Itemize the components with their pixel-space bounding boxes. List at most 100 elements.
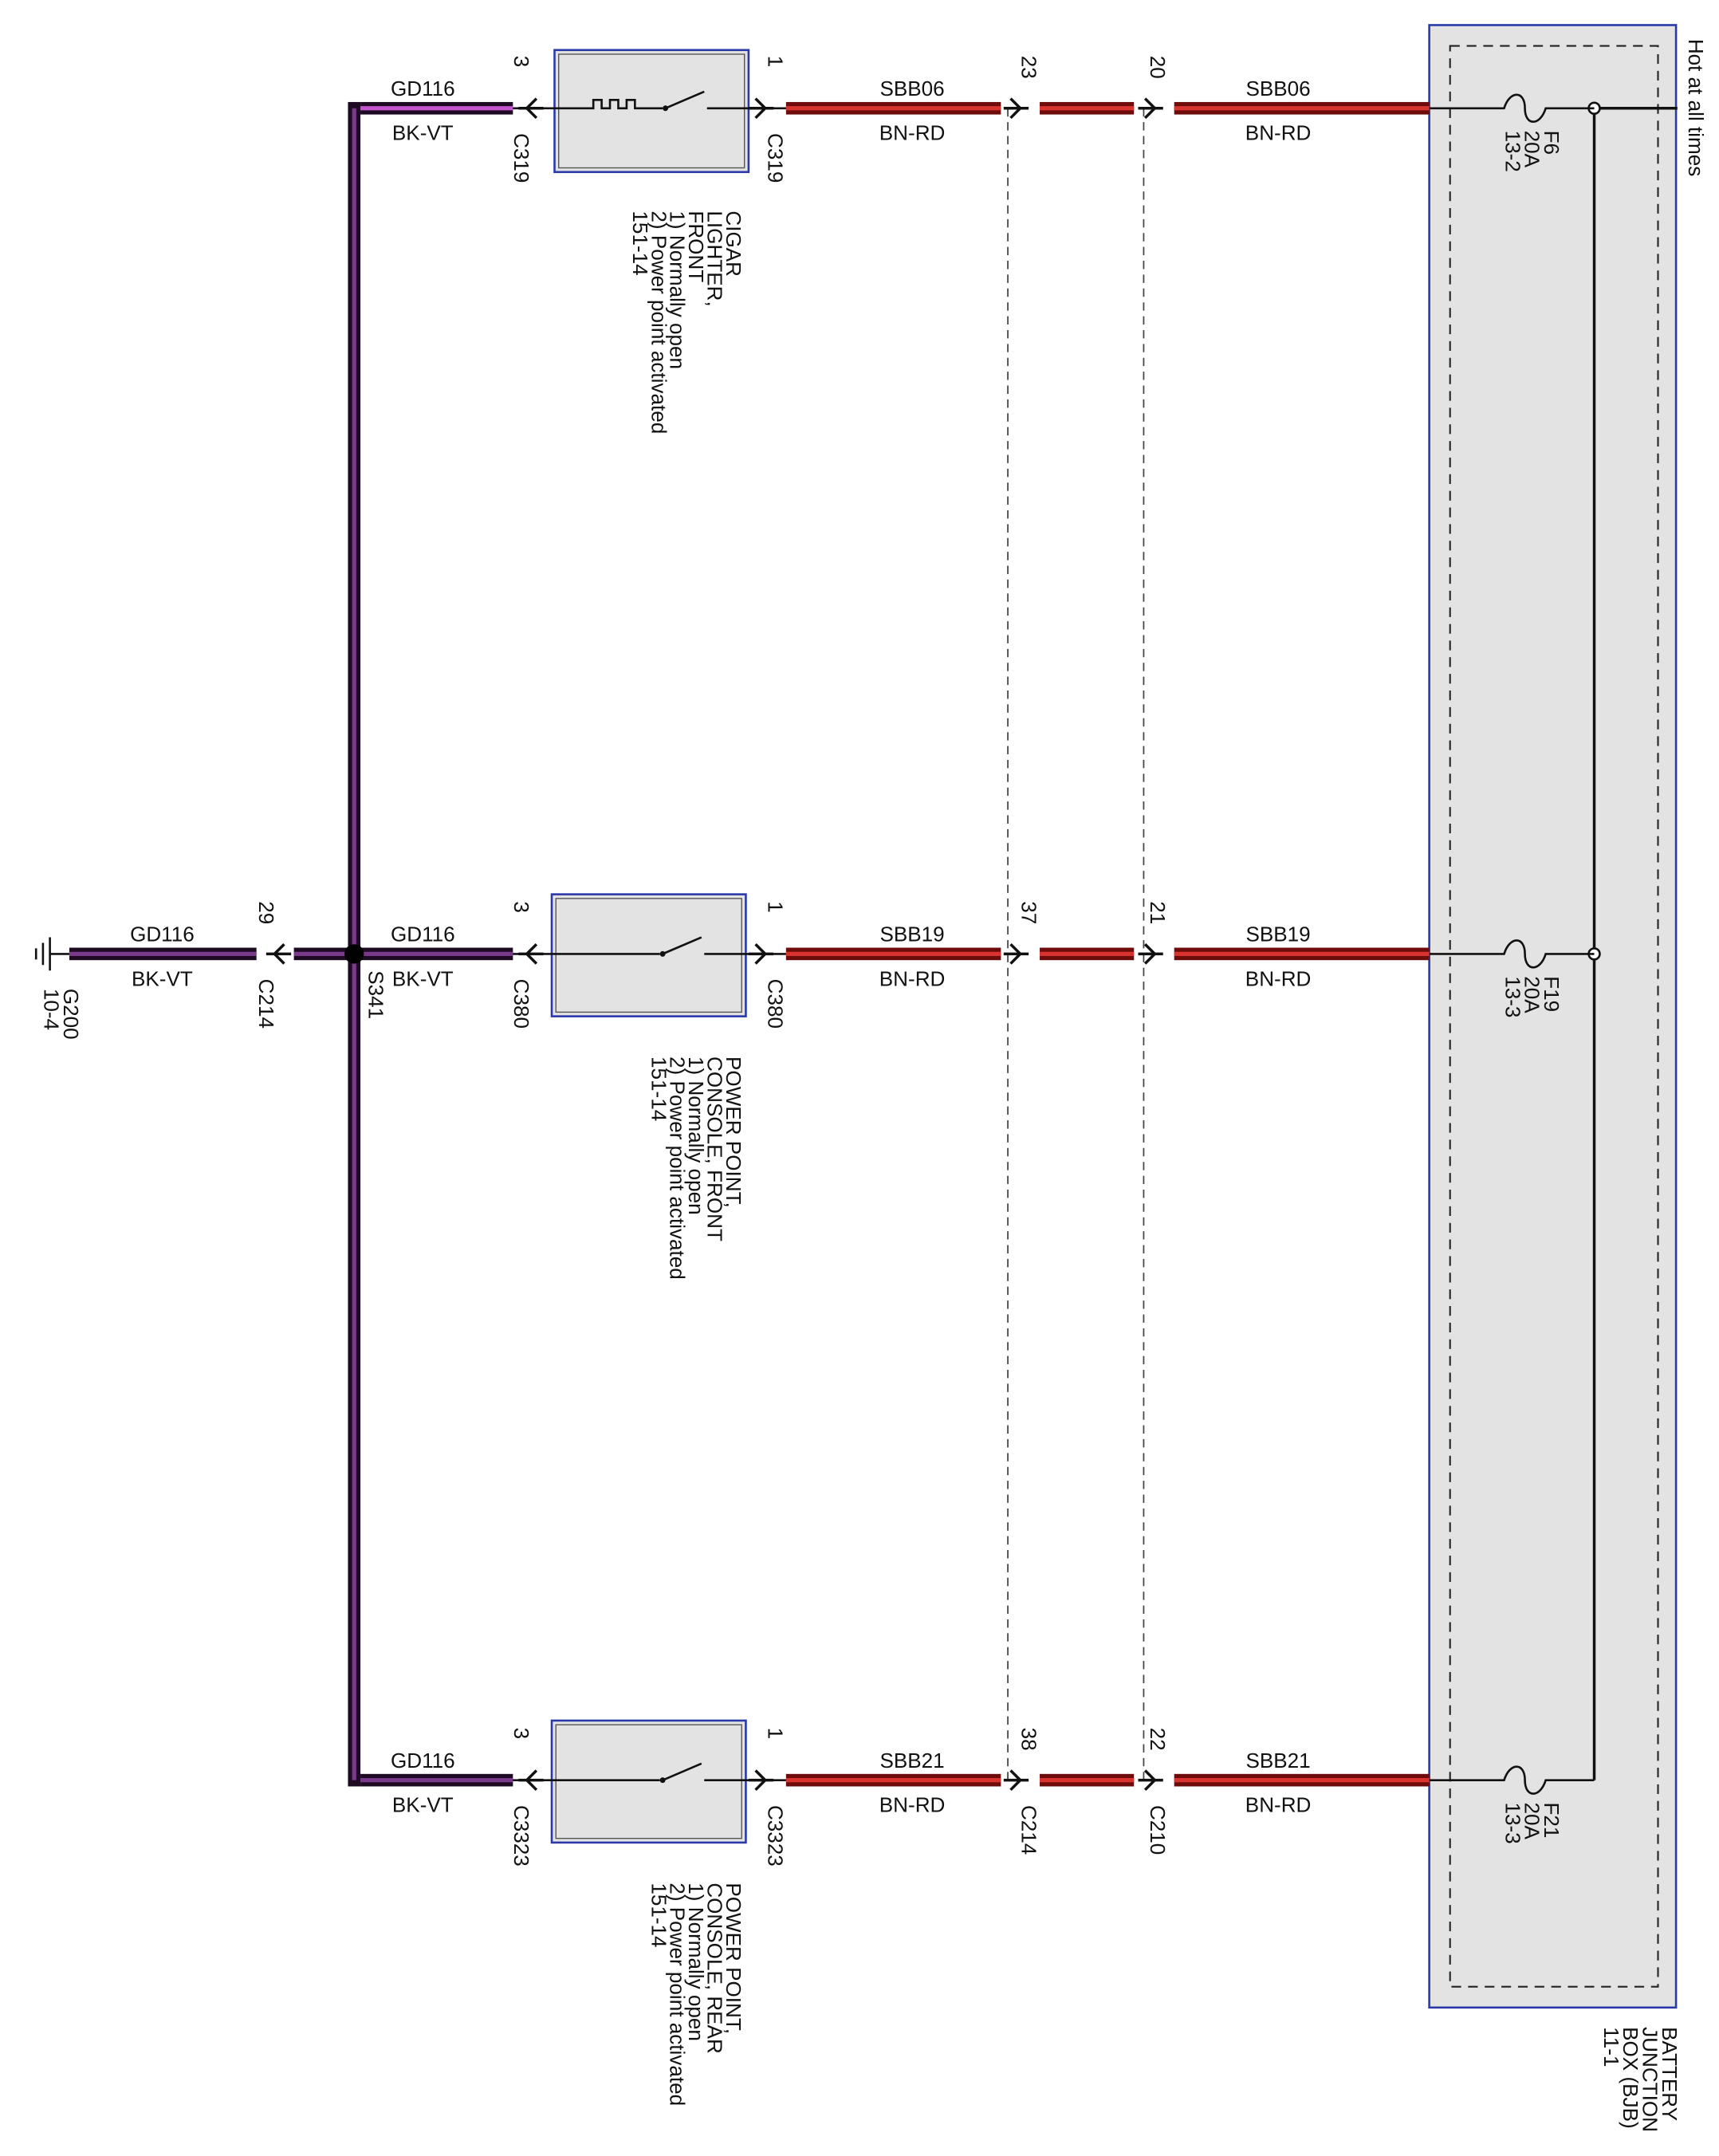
component-label: 1) Normally open <box>666 210 690 369</box>
component-label: FRONT <box>684 210 708 282</box>
component-label: 1) Normally open <box>684 1056 708 1215</box>
switch-symbol <box>552 1762 746 1781</box>
pin-number: 21 <box>1146 901 1170 924</box>
connector-label: C380 <box>763 979 787 1029</box>
wire-color: BN-RD <box>879 966 946 990</box>
wire-color: BN-RD <box>1245 966 1312 990</box>
component-inner <box>555 1724 742 1839</box>
wire-circuit: GD116 <box>391 1749 455 1772</box>
connector-label: C210 <box>1146 1805 1170 1855</box>
fuse <box>1429 93 1595 123</box>
fuse-label: F19 <box>1540 976 1564 1012</box>
pin-number: 1 <box>763 1728 787 1740</box>
wire-circuit: SBB19 <box>1245 923 1310 946</box>
component-label: 151-14 <box>628 210 652 275</box>
diagram-layer: GD116 BK-VT SBB06 BN-RD SBB06 BN-RD 3 C319 1 C319… <box>34 39 1708 2132</box>
wire-circuit: SBB06 <box>1245 77 1310 100</box>
fuse-label: F21 <box>1540 1802 1564 1838</box>
pin-number: 3 <box>509 56 533 68</box>
pin-number: 20 <box>1146 56 1170 79</box>
bjb-box <box>1428 24 1678 2009</box>
component-label: 1) Normally open <box>684 1883 708 2041</box>
connector-label: C214 <box>254 979 278 1029</box>
component-label: LIGHTER, <box>703 210 727 306</box>
switch-pivot <box>659 1777 666 1784</box>
wire-circuit: SBB19 <box>879 923 944 946</box>
connector <box>1138 97 1163 120</box>
wire-circuit: GD116 <box>391 923 455 946</box>
ground-symbol <box>34 937 69 971</box>
switch-pivot <box>663 105 669 112</box>
connector-label: C319 <box>763 133 787 183</box>
connector <box>1003 1769 1029 1792</box>
component-label: 2) Power point activated <box>666 1056 690 1280</box>
component-box <box>550 1719 747 1844</box>
connector-label: C3323 <box>763 1805 787 1867</box>
component-box <box>550 893 747 1017</box>
bjb-label: JUNCTION <box>1638 2027 1662 2132</box>
wire-color: BK-VT <box>392 966 454 990</box>
component-inner <box>555 898 742 1013</box>
fuse-label: 20A <box>1520 976 1544 1013</box>
component-label: POWER POINT, <box>722 1883 745 2034</box>
ground-label: G200 <box>59 989 83 1040</box>
switch-pivot <box>659 950 666 957</box>
wire-color: BN-RD <box>879 1793 946 1817</box>
splice <box>344 944 364 964</box>
pin-number: 22 <box>1146 1728 1170 1751</box>
component-box <box>553 49 750 174</box>
wire-circuit: SBB06 <box>879 77 944 100</box>
bjb-inner <box>1449 45 1659 1988</box>
connector-label: C214 <box>1017 1805 1040 1855</box>
pin-number: 3 <box>509 1728 533 1740</box>
ground-label: 10-4 <box>40 989 64 1030</box>
component-label: CONSOLE, REAR <box>703 1883 727 2053</box>
bjb-label: 11-1 <box>1599 2027 1623 2067</box>
hot-note: Hot at all times <box>1684 39 1708 176</box>
wire-color: BN-RD <box>1245 1793 1312 1817</box>
connector-label: C380 <box>509 979 533 1029</box>
bjb-label: BOX (BJB) <box>1619 2027 1642 2129</box>
pin-number: 37 <box>1017 901 1040 924</box>
fuse-label: 20A <box>1520 1802 1544 1839</box>
fuse-label: 20A <box>1520 131 1544 168</box>
wire-color: BK-VT <box>392 121 454 145</box>
wire-circuit: GD116 <box>130 923 195 946</box>
connector <box>1138 1769 1163 1792</box>
splice-label: S341 <box>364 970 388 1019</box>
fuse-label: F6 <box>1540 131 1564 155</box>
fuse-label: 13-3 <box>1501 976 1524 1017</box>
fuse <box>1429 1765 1595 1795</box>
connector <box>266 942 292 965</box>
wire-color: BN-RD <box>879 121 946 145</box>
component-label: 151-14 <box>647 1056 671 1121</box>
wire-circuit: GD116 <box>391 77 455 100</box>
component-label: CONSOLE, FRONT <box>703 1056 727 1241</box>
pin-number: 38 <box>1017 1728 1040 1751</box>
component-inner <box>558 53 745 169</box>
connector-label: C3323 <box>509 1805 533 1867</box>
fuse-label: 13-2 <box>1501 131 1524 172</box>
fuse <box>1429 939 1595 969</box>
switch-symbol <box>554 90 749 110</box>
wire-color: BK-VT <box>132 966 193 990</box>
wire-color: BK-VT <box>392 1793 454 1817</box>
component-label: 2) Power point activated <box>647 210 671 434</box>
fuse-label: 13-3 <box>1501 1802 1524 1843</box>
connector <box>1138 942 1163 965</box>
switch-symbol <box>552 936 746 955</box>
wire-circuit: SBB21 <box>1245 1749 1310 1772</box>
pin-number: 3 <box>509 901 533 913</box>
component-label: 151-14 <box>647 1883 671 1947</box>
connector <box>1003 942 1029 965</box>
pin-number: 23 <box>1017 56 1040 79</box>
connector <box>1003 97 1029 120</box>
pin-number: 1 <box>763 901 787 913</box>
wire-circuit: SBB21 <box>879 1749 944 1772</box>
bjb-label: BATTERY <box>1658 2027 1682 2121</box>
connector-label: C319 <box>509 133 533 183</box>
wire-color: BN-RD <box>1245 121 1312 145</box>
component-label: CIGAR <box>722 210 745 277</box>
component-label: 2) Power point activated <box>666 1883 690 2106</box>
component-label: POWER POINT, <box>722 1056 745 1208</box>
